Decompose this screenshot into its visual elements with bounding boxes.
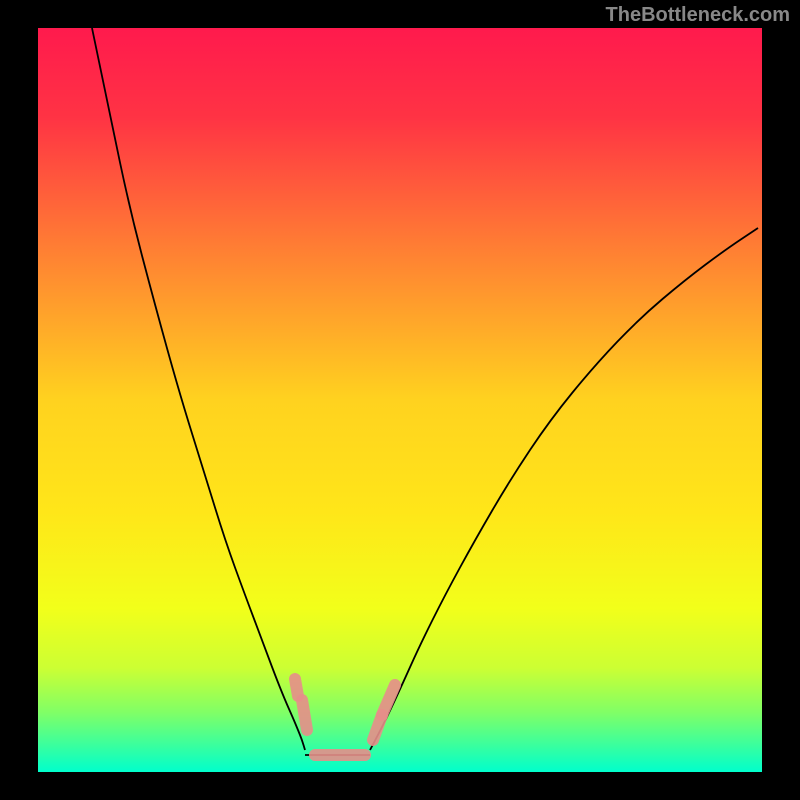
chart-svg: [0, 0, 800, 800]
chart-container: TheBottleneck.com: [0, 0, 800, 800]
marker-segment: [295, 679, 298, 696]
marker-segment: [302, 700, 307, 730]
plot-background: [38, 28, 762, 772]
watermark-text: TheBottleneck.com: [606, 4, 790, 27]
